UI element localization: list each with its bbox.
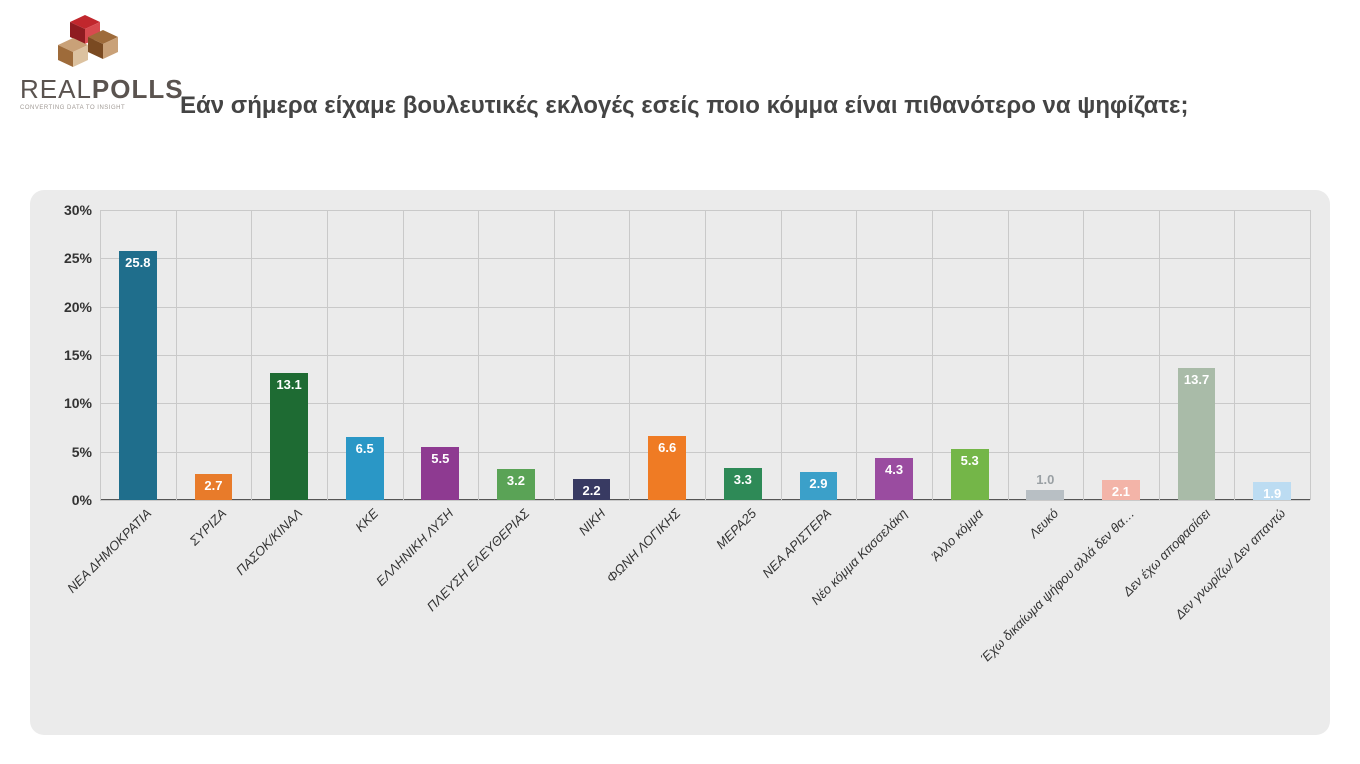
x-tick-label: ΝΕΑ ΑΡΙΣΤΕΡΑ	[760, 506, 835, 581]
bar: 2.2	[573, 479, 611, 500]
bar-value-label: 25.8	[119, 255, 157, 270]
gridline	[100, 500, 1310, 501]
x-tick-label: ΝΙΚΗ	[575, 506, 608, 539]
bar: 2.1	[1102, 480, 1140, 500]
bar-value-label: 3.3	[724, 472, 762, 487]
x-tick-label: ΣΥΡΙΖΑ	[187, 506, 230, 549]
bar-slot: 2.2ΝΙΚΗ	[554, 210, 630, 500]
bar-slot: 5.5ΕΛΛΗΝΙΚΗ ΛΥΣΗ	[403, 210, 479, 500]
bar-slot: 2.1Έχω δικαίωμα ψήφου αλλά δεν θα…	[1083, 210, 1159, 500]
bar-value-label: 6.6	[648, 440, 686, 455]
bar: 1.0	[1026, 490, 1064, 500]
y-tick-label: 25%	[64, 250, 100, 266]
bar-slot: 5.3Άλλο κόμμα	[932, 210, 1008, 500]
y-tick-label: 30%	[64, 202, 100, 218]
bar: 5.5	[421, 447, 459, 500]
bar-slot: 13.1ΠΑΣΟΚ/ΚΙΝΑΛ	[251, 210, 327, 500]
bar-value-label: 2.7	[195, 478, 233, 493]
bar-value-label: 5.3	[951, 453, 989, 468]
logo-subtext: CONVERTING DATA TO INSIGHT	[20, 105, 170, 111]
y-tick-label: 10%	[64, 395, 100, 411]
chart-panel: 0%5%10%15%20%25%30%25.8ΝΕΑ ΔΗΜΟΚΡΑΤΙΑ2.7…	[30, 190, 1330, 735]
bar-slot: 6.5ΚΚΕ	[327, 210, 403, 500]
bar: 1.9	[1253, 482, 1291, 500]
bar-slot: 13.7Δεν έχω αποφασίσει	[1159, 210, 1235, 500]
vgridline	[1310, 210, 1311, 500]
x-tick-label: ΠΑΣΟΚ/ΚΙΝΑΛ	[233, 506, 305, 578]
x-tick-label: ΝΕΑ ΔΗΜΟΚΡΑΤΙΑ	[64, 506, 154, 596]
bar-value-label: 13.1	[270, 377, 308, 392]
bar: 3.3	[724, 468, 762, 500]
x-tick-label: Λευκό	[1026, 506, 1061, 541]
y-tick-label: 5%	[72, 444, 100, 460]
x-tick-label: ΦΩΝΗ ΛΟΓΙΚΗΣ	[604, 506, 684, 586]
bar-value-label: 3.2	[497, 473, 535, 488]
bar: 6.6	[648, 436, 686, 500]
question-title: Εάν σήμερα είχαμε βουλευτικές εκλογές εσ…	[180, 90, 1280, 122]
bar-slot: 4.3Νέο κόμμα Κασσελάκη	[856, 210, 932, 500]
bar: 5.3	[951, 449, 989, 500]
bar-slot: 6.6ΦΩΝΗ ΛΟΓΙΚΗΣ	[629, 210, 705, 500]
bar-slot: 3.3ΜΕΡΑ25	[705, 210, 781, 500]
bar: 2.7	[195, 474, 233, 500]
bar-value-label: 2.2	[573, 483, 611, 498]
logo-text-bold: POLLS	[92, 74, 184, 104]
bar-value-label: 2.1	[1102, 484, 1140, 499]
x-tick-label: Άλλο κόμμα	[928, 506, 986, 564]
bar-slot: 1.0Λευκό	[1008, 210, 1084, 500]
bar: 6.5	[346, 437, 384, 500]
brand-logo: REALPOLLS CONVERTING DATA TO INSIGHT	[20, 10, 170, 130]
bar: 3.2	[497, 469, 535, 500]
logo-text: REALPOLLS	[20, 74, 170, 105]
bar-value-label: 1.0	[1026, 472, 1064, 487]
logo-text-light: REAL	[20, 74, 92, 104]
chart-plot-area: 0%5%10%15%20%25%30%25.8ΝΕΑ ΔΗΜΟΚΡΑΤΙΑ2.7…	[100, 210, 1310, 500]
y-tick-label: 0%	[72, 492, 100, 508]
bar-slot: 2.7ΣΥΡΙΖΑ	[176, 210, 252, 500]
bar-value-label: 5.5	[421, 451, 459, 466]
header: REALPOLLS CONVERTING DATA TO INSIGHT Εάν…	[20, 10, 1340, 170]
bar-value-label: 13.7	[1178, 372, 1216, 387]
bar-value-label: 2.9	[800, 476, 838, 491]
bar: 25.8	[119, 251, 157, 500]
x-tick-label: ΜΕΡΑ25	[713, 506, 759, 552]
x-tick-label: ΚΚΕ	[352, 506, 381, 535]
x-tick-label: ΕΛΛΗΝΙΚΗ ΛΥΣΗ	[373, 506, 456, 589]
y-tick-label: 20%	[64, 299, 100, 315]
bar: 2.9	[800, 472, 838, 500]
logo-cubes-icon	[45, 10, 145, 70]
bar: 4.3	[875, 458, 913, 500]
bar-slot: 1.9Δεν γνωρίζω/ Δεν απαντώ	[1234, 210, 1310, 500]
x-tick-label: Έχω δικαίωμα ψήφου αλλά δεν θα…	[978, 506, 1138, 666]
y-tick-label: 15%	[64, 347, 100, 363]
bar-slot: 3.2ΠΛΕΥΣΗ ΕΛΕΥΘΕΡΙΑΣ	[478, 210, 554, 500]
bar-slot: 25.8ΝΕΑ ΔΗΜΟΚΡΑΤΙΑ	[100, 210, 176, 500]
bar-value-label: 6.5	[346, 441, 384, 456]
bar-value-label: 1.9	[1253, 486, 1291, 501]
bar: 13.1	[270, 373, 308, 500]
bar-value-label: 4.3	[875, 462, 913, 477]
bar-slot: 2.9ΝΕΑ ΑΡΙΣΤΕΡΑ	[781, 210, 857, 500]
bar: 13.7	[1178, 368, 1216, 500]
page: { "logo": { "text_light": "REAL", "text_…	[0, 0, 1360, 764]
